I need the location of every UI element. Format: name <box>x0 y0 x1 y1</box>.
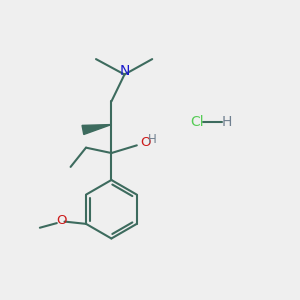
Text: Cl: Cl <box>191 115 204 129</box>
Text: O: O <box>140 136 150 149</box>
Polygon shape <box>82 124 111 134</box>
Text: H: H <box>148 134 157 146</box>
Text: O: O <box>56 214 67 226</box>
Text: N: N <box>119 64 130 78</box>
Text: H: H <box>221 115 232 129</box>
